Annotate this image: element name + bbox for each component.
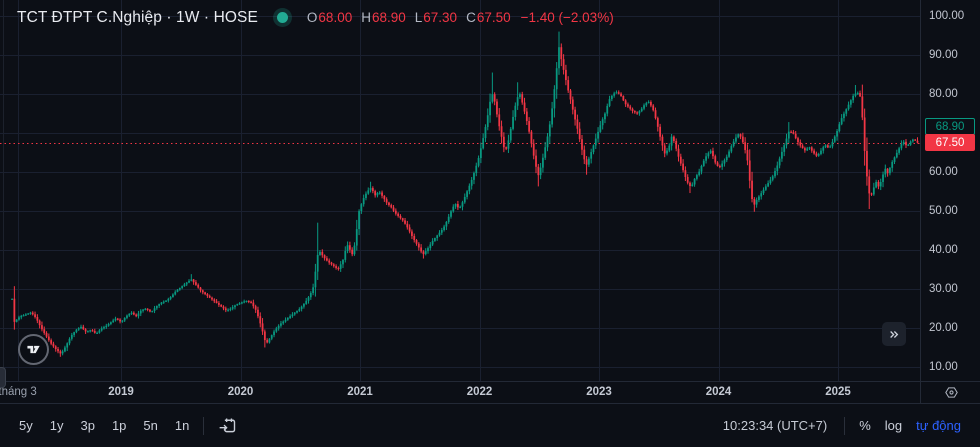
range-button-1p[interactable]: 1p xyxy=(105,413,133,438)
bottom-toolbar: 5y 1y 3p 1p 5n 1n 10:23:34 (UTC+7) % log tự đ… xyxy=(0,403,980,447)
ohlc-high-label: H xyxy=(361,10,371,25)
price-tick-label: 60.00 xyxy=(929,165,958,178)
ohlc-change: −1.40 (−2.03%) xyxy=(520,10,614,25)
toolbar-left: 5y 1y 3p 1p 5n 1n xyxy=(12,411,244,440)
high-price-label: 68.90 xyxy=(925,118,975,136)
range-button-3p[interactable]: 3p xyxy=(73,413,101,438)
price-tick-label: 30.00 xyxy=(929,282,958,295)
time-tick-label: 2019 xyxy=(108,386,134,398)
status-dot-core xyxy=(276,12,288,23)
market-status-dot[interactable] xyxy=(272,8,292,27)
ohlc-open: O68.00 xyxy=(307,10,352,25)
price-axis[interactable]: 68.90 67.50 100.00 90.00 80.00 60.00 50.00 40… xyxy=(920,0,980,381)
tradingview-logo[interactable] xyxy=(18,334,49,365)
candlestick-canvas[interactable] xyxy=(0,0,920,381)
ohlc-low-value: 67.30 xyxy=(423,10,458,25)
price-tick-label: 100.00 xyxy=(929,9,965,22)
symbol-title[interactable]: TCT ĐTPT C.Nghiệp · 1W · HOSE xyxy=(17,8,258,26)
scroll-right-button[interactable] xyxy=(882,322,906,346)
auto-scale-button[interactable]: tự động xyxy=(909,413,968,438)
axis-corner xyxy=(920,382,980,403)
ohlc-open-label: O xyxy=(306,10,318,25)
toolbar-right: 10:23:34 (UTC+7) % log tự động xyxy=(716,413,968,438)
ohlc-close-label: C xyxy=(466,10,476,25)
drawing-toolbar-handle[interactable] xyxy=(0,367,6,388)
symbol-legend: TCT ĐTPT C.Nghiệp · 1W · HOSE O68.00 H68… xyxy=(17,8,614,27)
price-tick-label: 10.00 xyxy=(929,360,958,373)
ohlc-close-value: 67.50 xyxy=(476,10,511,25)
scale-settings-button[interactable] xyxy=(943,384,960,401)
separator xyxy=(203,416,205,435)
ohlc-high-value: 68.90 xyxy=(371,10,406,25)
time-tick-label: 2020 xyxy=(227,386,254,398)
range-button-5n[interactable]: 5n xyxy=(136,413,164,438)
hexagon-settings-icon xyxy=(944,387,958,398)
price-tick-label: 80.00 xyxy=(929,87,958,100)
range-button-1n[interactable]: 1n xyxy=(168,413,196,438)
time-tick-label: 2023 xyxy=(586,386,612,398)
last-price-label: 67.50 xyxy=(925,134,975,152)
time-tick-label: 2022 xyxy=(466,386,493,398)
range-button-5y[interactable]: 5y xyxy=(12,413,40,438)
date-range-buttons: 5y 1y 3p 1p 5n 1n xyxy=(12,413,196,438)
log-scale-button[interactable]: log xyxy=(878,413,909,438)
time-tick-label: 2025 xyxy=(825,386,851,398)
ohlc-open-value: 68.00 xyxy=(318,10,353,25)
calendar-go-to-date-icon xyxy=(219,418,236,433)
price-tick-label: 50.00 xyxy=(929,204,958,217)
time-axis-labels: tháng 3 2019 2020 2021 2022 2023 2024 2025 xyxy=(0,382,920,403)
ohlc-low-label: L xyxy=(414,10,423,25)
price-tick-label: 90.00 xyxy=(929,48,958,61)
ohlc-close: C67.50 xyxy=(466,10,511,25)
ohlc-low: L67.30 xyxy=(415,10,457,25)
clock-timezone-button[interactable]: 10:23:34 (UTC+7) xyxy=(716,413,837,438)
price-tick-label: 20.00 xyxy=(929,321,958,334)
percent-scale-button[interactable]: % xyxy=(852,413,878,438)
double-chevron-right-icon xyxy=(890,330,899,338)
price-tick-label: 40.00 xyxy=(929,243,958,256)
time-tick-label: 2021 xyxy=(347,386,373,398)
ohlc-high: H68.90 xyxy=(361,10,406,25)
time-tick-label: 2024 xyxy=(705,386,732,398)
time-axis[interactable]: tháng 3 2019 2020 2021 2022 2023 2024 2025 xyxy=(0,381,980,403)
range-button-1y[interactable]: 1y xyxy=(43,413,71,438)
separator xyxy=(844,416,846,435)
pane-left-border xyxy=(3,0,4,381)
chart-pane[interactable]: TCT ĐTPT C.Nghiệp · 1W · HOSE O68.00 H68… xyxy=(0,0,920,388)
tradingview-logo-icon xyxy=(27,345,40,354)
time-tick-label: tháng 3 xyxy=(0,386,37,398)
go-to-date-button[interactable] xyxy=(211,411,244,440)
